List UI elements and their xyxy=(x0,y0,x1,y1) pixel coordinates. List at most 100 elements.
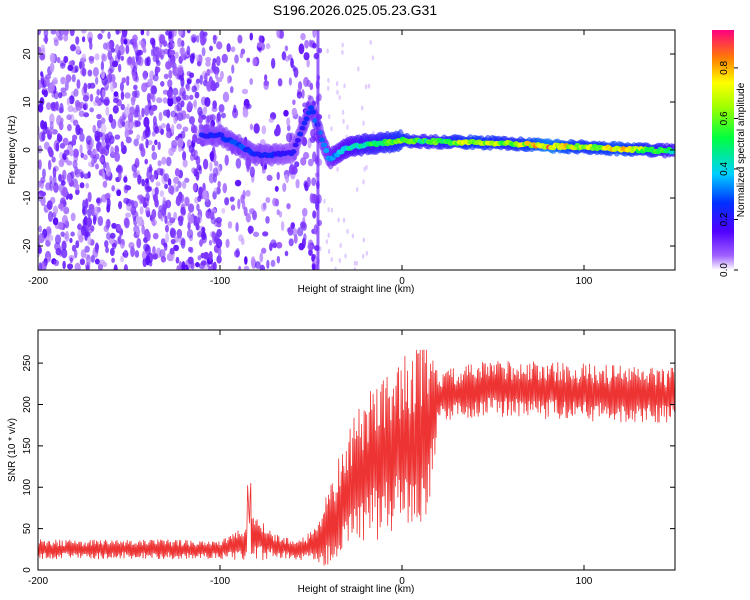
spectrogram-noise-blob xyxy=(70,231,75,237)
spectrogram-noise-blob xyxy=(136,228,141,236)
spectrogram-noise-blob xyxy=(238,265,242,270)
spectrogram-noise-blob xyxy=(303,52,310,61)
spectrogram-noise-blob xyxy=(100,140,106,151)
spectrogram-noise-blob xyxy=(119,81,125,92)
spectrogram-noise-blob xyxy=(351,233,355,239)
spectrogram-noise-blob xyxy=(146,231,151,242)
spectrogram-noise-blob xyxy=(276,255,281,264)
spectrogram-noise-blob xyxy=(98,259,106,265)
spectrogram-ridge-core xyxy=(308,105,314,111)
spectrogram-noise-blob xyxy=(298,242,305,251)
spectrogram-noise-blob xyxy=(330,257,333,263)
spectrogram-noise-blob xyxy=(121,77,127,84)
spectrogram-noise-blob xyxy=(268,117,274,123)
spectrogram-noise-blob xyxy=(98,169,103,176)
spectrogram-noise-blob xyxy=(274,198,280,207)
spectrogram-noise-blob xyxy=(111,257,116,263)
spectrogram-noise-blob xyxy=(63,206,70,215)
spectrogram-noise-blob xyxy=(197,117,203,124)
spectrogram-noise-blob xyxy=(174,51,179,59)
spectrogram-noise-blob xyxy=(196,203,200,212)
spectrogram-noise-blob xyxy=(156,47,163,58)
spectrogram-noise-blob xyxy=(55,142,60,152)
spectrogram-noise-blob xyxy=(312,42,317,49)
spectrogram-noise-blob xyxy=(106,197,111,209)
spectrogram-noise-blob xyxy=(87,235,92,246)
spectrogram-noise-blob xyxy=(143,243,150,252)
spectrogram-noise-blob xyxy=(151,208,157,219)
spectrogram-noise-blob xyxy=(284,45,289,52)
spectrogram-noise-blob xyxy=(287,226,294,236)
spectrogram-noise-blob xyxy=(197,106,203,116)
spectrogram-noise-blob xyxy=(150,85,157,95)
spectrogram-noise-blob xyxy=(167,96,174,107)
spectrogram-noise-blob xyxy=(209,161,213,172)
spectrogram-noise-blob xyxy=(38,181,41,191)
spectrogram-noise-blob xyxy=(206,68,211,76)
spectrogram-noise-blob xyxy=(130,246,135,258)
colorbar-gradient xyxy=(712,30,734,270)
spectrogram-noise-blob xyxy=(43,30,49,38)
spectrogram-noise-blob xyxy=(221,207,226,214)
spectrogram-noise-blob xyxy=(195,222,200,231)
spectrogram-noise-blob xyxy=(92,214,97,226)
spectrogram-noise-blob xyxy=(276,209,280,216)
spectrogram-noise-blob xyxy=(52,77,58,85)
y-tick-label: 0 xyxy=(22,147,33,153)
spectrogram-noise-blob xyxy=(117,234,122,245)
spectrogram-noise-blob xyxy=(286,203,291,210)
spectrogram-noise-blob xyxy=(56,56,61,64)
spectrogram-noise-blob xyxy=(288,77,292,86)
spectrogram-noise-blob xyxy=(246,57,251,63)
spectrogram-noise-blob xyxy=(165,232,170,244)
spectrogram-noise-blob xyxy=(245,212,251,223)
spectrogram-noise-blob xyxy=(284,250,289,257)
spectrogram-noise-blob xyxy=(40,176,46,184)
spectrogram-noise-blob xyxy=(69,257,73,264)
x-tick-label: -100 xyxy=(210,276,230,287)
spectrogram-noise-blob xyxy=(59,158,65,166)
spectrogram-noise-blob xyxy=(53,90,59,100)
spectrogram-noise-blob xyxy=(222,91,230,103)
spectrogram-noise-blob xyxy=(282,182,287,192)
spectrogram-x-axis: -200 -100 0 100 xyxy=(28,30,593,287)
spectrogram-noise-blob xyxy=(151,218,158,226)
spectrogram-noise-blob xyxy=(283,109,289,117)
spectrogram-noise-blob xyxy=(126,203,133,212)
colorbar: 0.0 0.2 0.4 0.6 0.8 Normalized spectral ampl… xyxy=(712,30,747,277)
spectrogram-noise-blob xyxy=(220,70,224,80)
spectrogram-noise-blob xyxy=(285,132,293,143)
spectrogram-noise-blob xyxy=(369,39,372,45)
spectrogram-noise-blob xyxy=(311,177,317,187)
spectrogram-noise-blob xyxy=(38,30,42,36)
spectrogram-noise-blob xyxy=(130,96,137,102)
spectrogram-noise-blob xyxy=(41,132,46,142)
y-tick-label: 20 xyxy=(22,48,33,60)
spectrogram-noise-blob xyxy=(189,246,194,254)
spectrogram-noise-blob xyxy=(263,81,269,91)
spectrogram-noise-blob xyxy=(48,234,54,242)
spectrogram-noise-blob xyxy=(111,222,117,229)
spectrogram-noise-blob xyxy=(201,47,206,57)
spectrogram-noise-blob xyxy=(300,221,306,229)
spectrogram-ridge-core xyxy=(299,125,306,131)
spectrogram-noise-blob xyxy=(140,30,145,36)
spectrogram-noise-blob xyxy=(84,198,89,209)
spectrogram-noise-blob xyxy=(64,218,68,225)
spectrogram-noise-blob xyxy=(311,254,317,261)
spectrogram-noise-blob xyxy=(208,239,213,246)
spectrogram-noise-blob xyxy=(168,147,175,156)
spectrogram-noise-blob xyxy=(159,168,165,176)
spectrogram-noise-blob xyxy=(195,54,200,62)
spectrogram-noise-blob xyxy=(112,105,119,114)
spectrogram-noise-blob xyxy=(159,190,164,198)
spectrogram-noise-blob xyxy=(83,173,90,179)
spectrogram-noise-blob xyxy=(202,106,208,115)
spectrogram-noise-blob xyxy=(295,178,300,189)
spectrogram-noise-blob xyxy=(341,42,344,48)
spectrogram-noise-blob xyxy=(84,245,90,253)
spectrogram-noise-blob xyxy=(162,203,167,211)
spectrogram-noise-blob xyxy=(261,247,267,254)
spectrogram-noise-blob xyxy=(152,232,159,240)
